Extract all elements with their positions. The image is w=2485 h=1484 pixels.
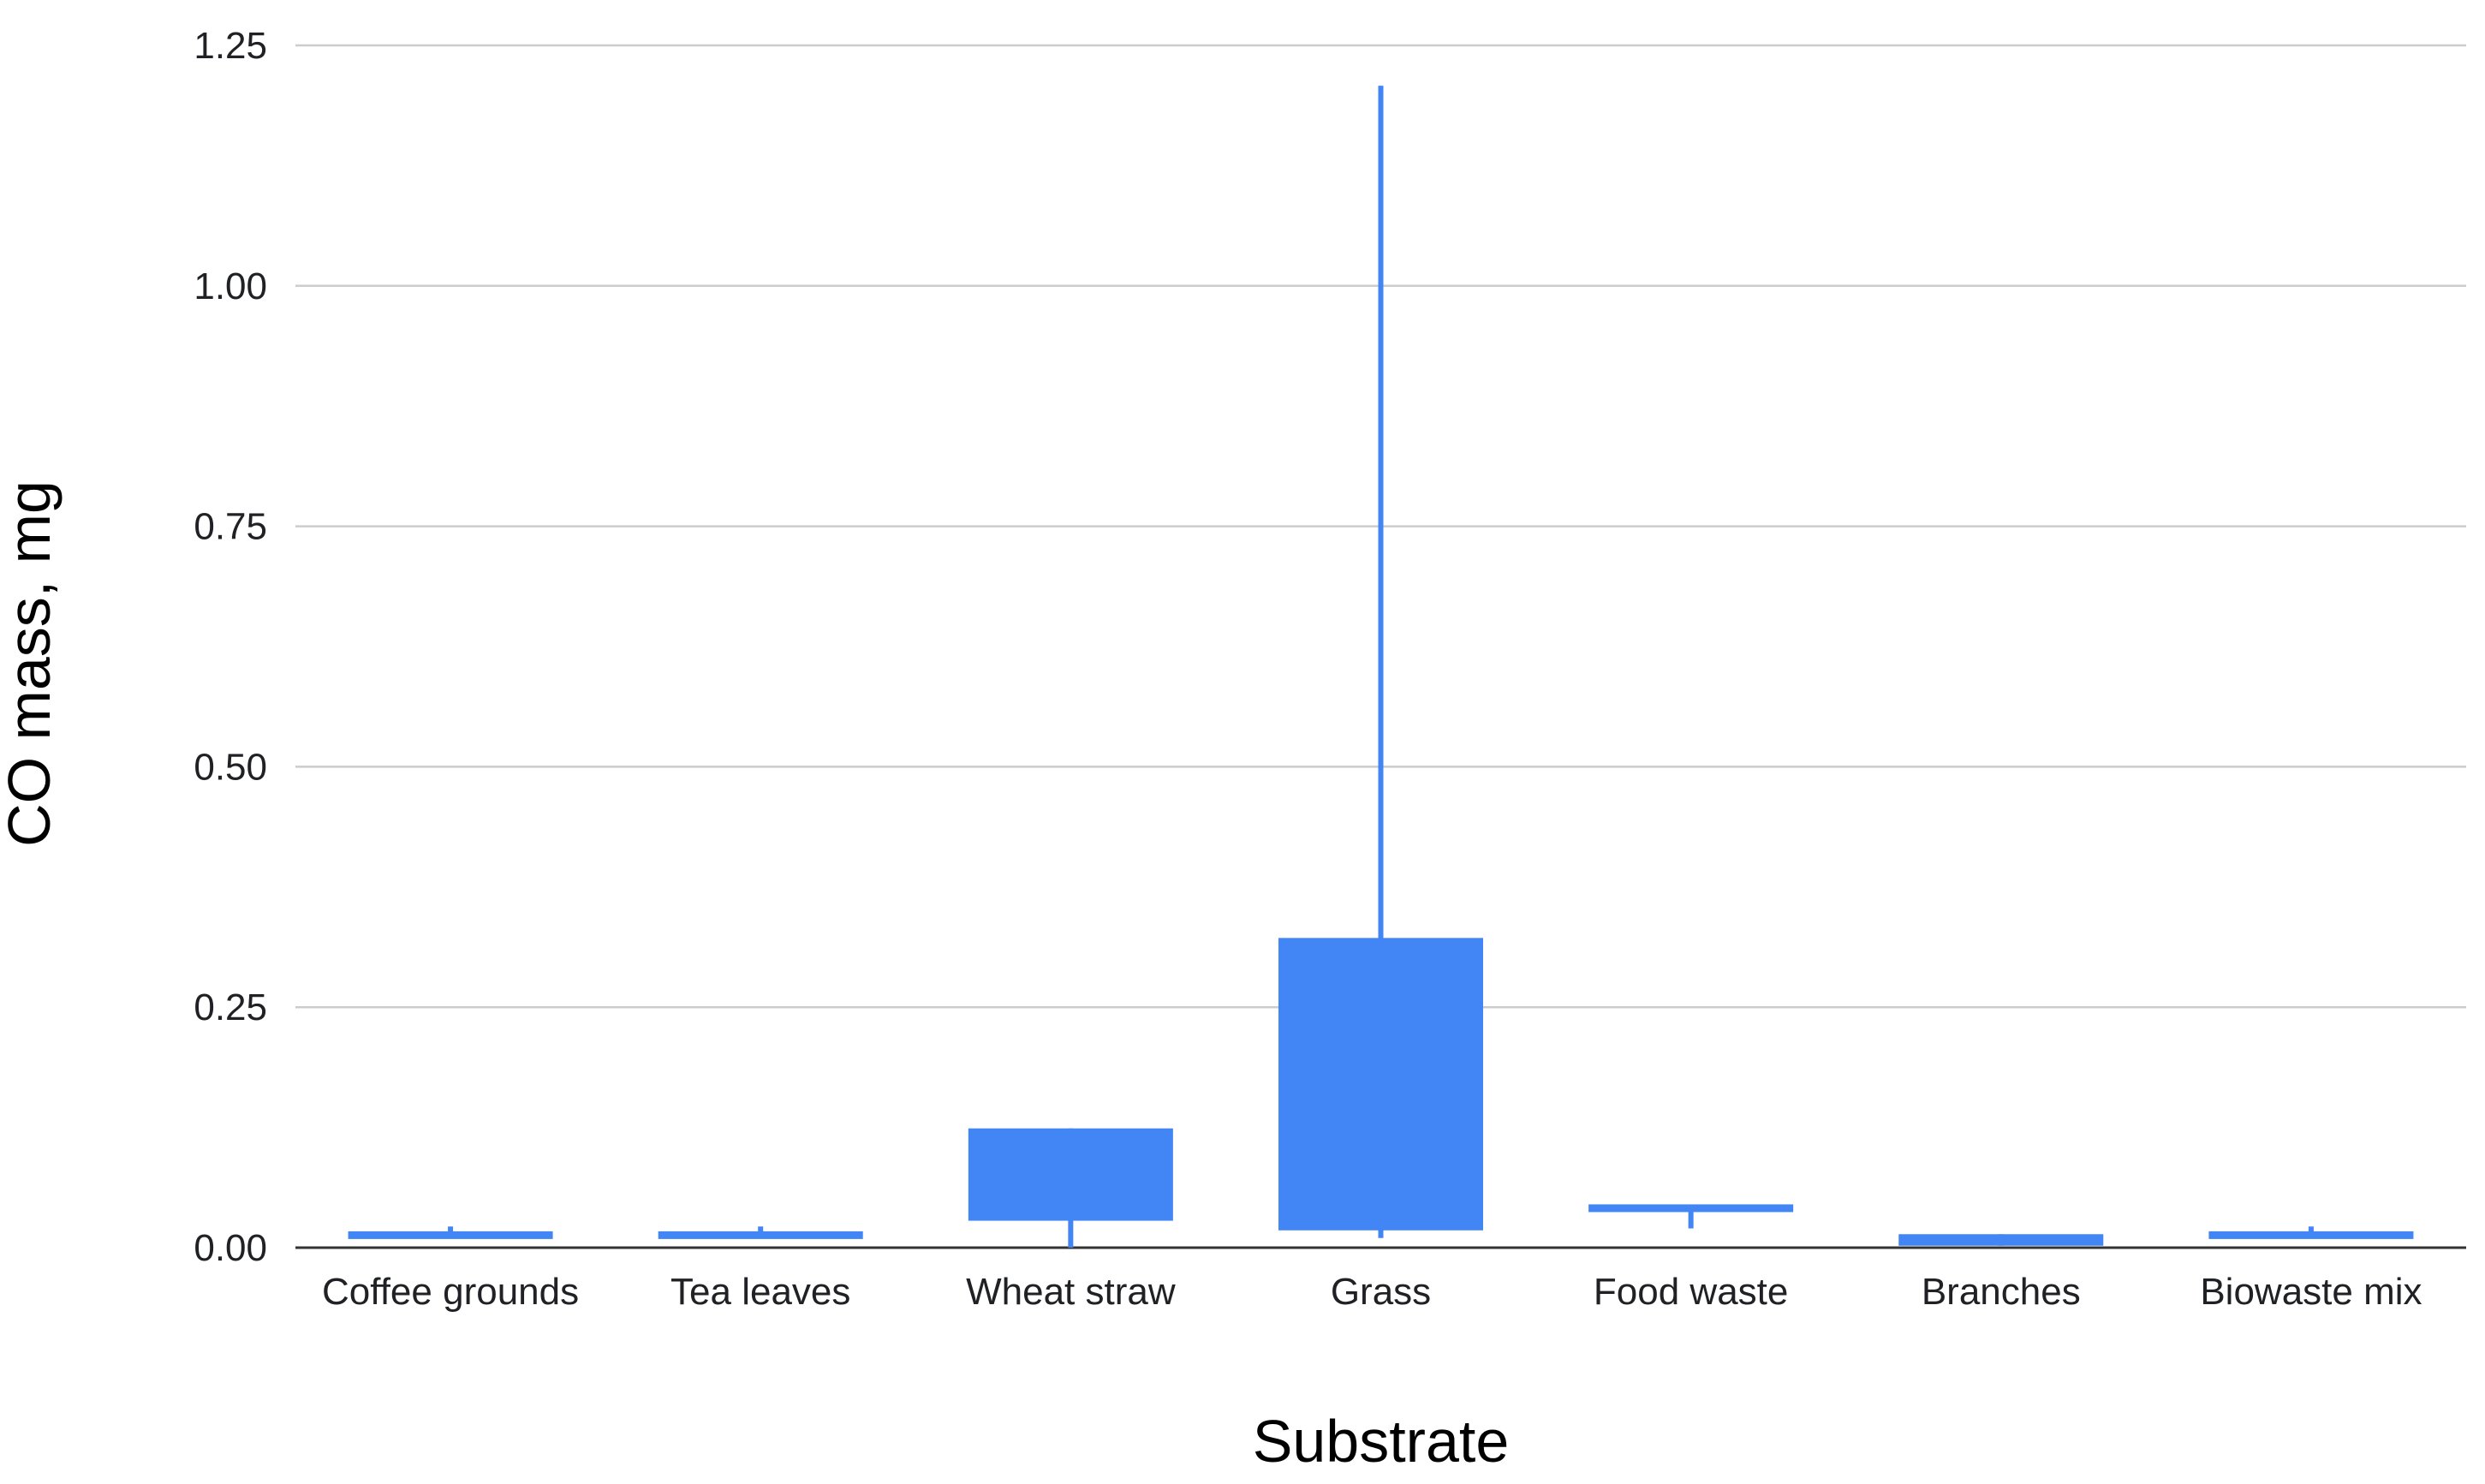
candlestick-series xyxy=(348,86,2414,1248)
candlestick xyxy=(968,1128,1173,1248)
candlestick xyxy=(1278,86,1484,1238)
y-tick-label: 0.25 xyxy=(194,986,267,1028)
y-tick-label: 1.00 xyxy=(194,265,267,307)
x-tick-label: Grass xyxy=(1331,1271,1431,1313)
candlestick-box xyxy=(1278,938,1484,1231)
y-tick-label: 1.25 xyxy=(194,25,267,67)
x-tick-label: Food waste xyxy=(1594,1271,1788,1313)
x-axis-title: Substrate xyxy=(1253,1408,1510,1475)
candlestick xyxy=(658,1226,863,1239)
candlestick-box xyxy=(1898,1234,2104,1246)
y-axis-title: CO mass, mg xyxy=(0,480,63,847)
x-tick-labels: Coffee grounds Tea leaves Wheat straw Grass… xyxy=(322,1271,2422,1313)
x-tick-label: Coffee grounds xyxy=(322,1271,579,1313)
candlestick-box xyxy=(2208,1231,2414,1239)
y-tick-label: 0.75 xyxy=(194,506,267,548)
candlestick xyxy=(1588,1204,1794,1229)
candlestick-box xyxy=(1588,1204,1794,1213)
x-tick-label: Wheat straw xyxy=(966,1271,1176,1313)
candlestick-box xyxy=(968,1128,1173,1221)
candlestick xyxy=(2208,1226,2414,1239)
candlestick-box xyxy=(348,1231,553,1239)
x-tick-label: Biowaste mix xyxy=(2200,1271,2422,1313)
y-tick-label: 0.50 xyxy=(194,746,267,788)
y-tick-label: 0.00 xyxy=(194,1227,267,1269)
candlestick xyxy=(348,1226,553,1239)
y-tick-labels: 0.00 0.25 0.50 0.75 1.00 1.25 xyxy=(194,25,267,1269)
x-tick-label: Tea leaves xyxy=(670,1271,850,1313)
candlestick-box xyxy=(658,1231,863,1239)
x-tick-label: Branches xyxy=(1922,1271,2081,1313)
candlestick xyxy=(1898,1234,2104,1246)
